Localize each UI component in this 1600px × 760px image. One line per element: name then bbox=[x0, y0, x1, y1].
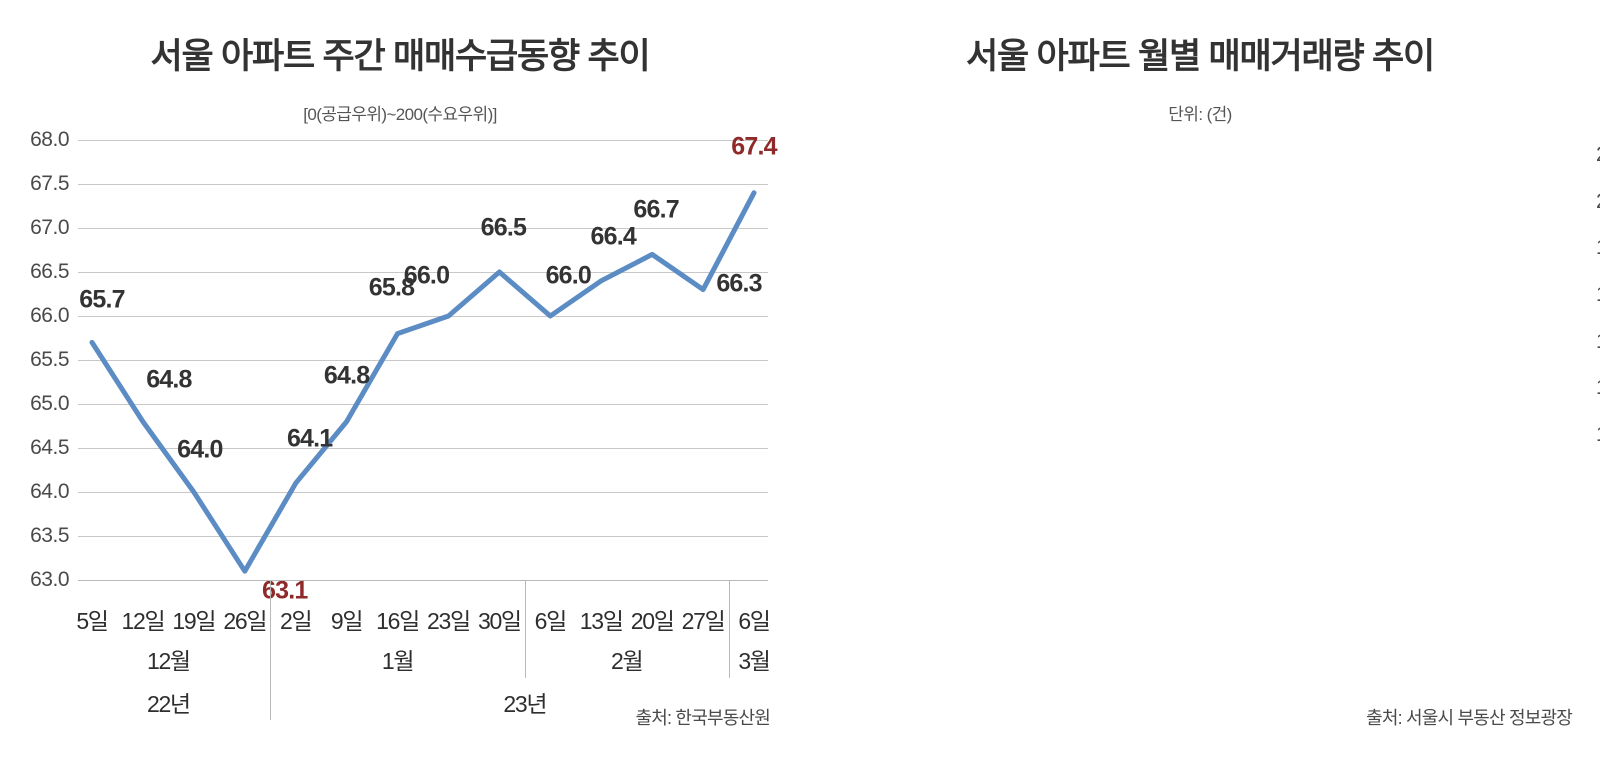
y-axis-tick-label: 64.5 bbox=[30, 436, 69, 459]
gridline bbox=[78, 272, 768, 273]
x-axis-tick-label: 26일 bbox=[223, 608, 267, 634]
y-axis-tick-label: 1,900 bbox=[1596, 236, 1600, 260]
x-axis-tick-label: 9일 bbox=[330, 608, 364, 634]
gridline bbox=[78, 448, 768, 449]
data-label-highlight: 63.1 bbox=[262, 576, 308, 605]
x-axis-year-label: 22년 bbox=[146, 691, 191, 717]
x-axis-weekly: 5일 12일 19일 26일 2일 9일 16일 23일 30일 6일 13일 20일 27일 6일 12월… bbox=[76, 580, 771, 730]
y-axis-tick-label: 67.5 bbox=[30, 172, 69, 195]
x-axis-month-label: 1월 bbox=[381, 648, 415, 674]
data-label: 66.4 bbox=[590, 222, 636, 251]
chart-subtitle-left: [0(공급우위)~200(수요우위)] bbox=[303, 105, 497, 124]
line-series-weekly bbox=[89, 190, 757, 574]
x-axis-tick-label: 23일 bbox=[427, 608, 471, 634]
y-axis-tick-label: 66.5 bbox=[30, 260, 69, 283]
gridline bbox=[78, 492, 768, 493]
x-axis-tick-label: 13일 bbox=[579, 608, 624, 634]
x-axis-tick-label: 6일 bbox=[738, 608, 771, 634]
gridline bbox=[78, 360, 768, 361]
y-axis-tick-label: 2,300 bbox=[1596, 143, 1600, 167]
chart-subtitle-right: 단위: (건) bbox=[1168, 105, 1232, 124]
data-label: 66.0 bbox=[545, 261, 592, 290]
x-axis-month-label: 2월 bbox=[611, 648, 644, 674]
y-axis-tick-label: 1,100 bbox=[1596, 423, 1600, 447]
gridline bbox=[78, 404, 768, 405]
x-axis-tick-label: 2일 bbox=[280, 608, 313, 634]
data-label: 64.8 bbox=[146, 365, 192, 394]
data-label: 64.0 bbox=[177, 435, 223, 464]
axis-line bbox=[78, 580, 768, 581]
x-axis-tick-label: 5일 bbox=[76, 608, 109, 634]
data-label-highlight: 67.4 bbox=[731, 132, 777, 161]
gridline bbox=[78, 536, 768, 537]
data-label: 64.8 bbox=[323, 361, 370, 390]
data-label: 66.5 bbox=[480, 213, 527, 242]
y-axis-tick-label: 1,700 bbox=[1596, 283, 1600, 307]
y-axis-tick-label: 2,100 bbox=[1596, 190, 1600, 214]
data-label: 66.7 bbox=[633, 195, 679, 224]
x-axis-month-label: 12월 bbox=[146, 648, 191, 674]
data-label: 65.7 bbox=[79, 285, 125, 314]
source-note-left: 출처: 한국부동산원 bbox=[635, 708, 771, 728]
plot-area-weekly: 68.0 67.5 67.0 66.5 66.0 65.5 65.0 64.5 64.0 63.5… bbox=[30, 128, 777, 605]
y-axis-tick-label: 68.0 bbox=[30, 128, 69, 151]
x-axis-year-divider bbox=[270, 580, 272, 720]
y-axis-tick-label: 67.0 bbox=[30, 216, 69, 239]
x-axis-tick-label: 6일 bbox=[534, 608, 568, 634]
y-axis-tick-label: 1,500 bbox=[1596, 330, 1600, 354]
y-axis-tick-label: 65.5 bbox=[30, 348, 69, 371]
x-axis-month-label: 3월 bbox=[738, 648, 771, 674]
gridline bbox=[78, 140, 768, 141]
page-title-left: 서울 아파트 주간 매매수급동향 추이 bbox=[150, 37, 650, 76]
gridline bbox=[78, 316, 768, 317]
y-axis-tick-label: 63.5 bbox=[30, 524, 69, 547]
data-label: 65.8 bbox=[368, 273, 415, 302]
x-axis-tick-label: 16일 bbox=[376, 608, 420, 634]
gridline bbox=[78, 184, 768, 185]
x-axis-tick-label: 19일 bbox=[172, 608, 216, 634]
x-axis-group-divider bbox=[728, 580, 730, 678]
data-label: 64.1 bbox=[286, 424, 333, 453]
chart-panel-monthly: 서울 아파트 월별 매매거래량 추이 단위: (건) 2,300 2,100 1,9… bbox=[800, 0, 1600, 760]
page-title-right: 서울 아파트 월별 매매거래량 추이 bbox=[965, 37, 1435, 76]
chart-panel-weekly: 서울 아파트 주간 매매수급동향 추이 [0(공급우위)~200(수요우위)] … bbox=[30, 37, 777, 730]
x-axis-tick-label: 30일 bbox=[477, 608, 522, 634]
series-line bbox=[89, 190, 757, 574]
y-axis-tick-label: 65.0 bbox=[30, 392, 69, 415]
data-label: 66.3 bbox=[716, 269, 762, 298]
x-axis-year-label: 23년 bbox=[503, 691, 547, 717]
x-axis-group-divider bbox=[524, 580, 526, 678]
data-label: 66.0 bbox=[403, 261, 450, 290]
source-note-right: 출처: 서울시 부동산 정보광장 bbox=[1366, 708, 1573, 728]
y-axis-tick-label: 1,300 bbox=[1596, 376, 1600, 400]
y-axis-tick-label: 63.0 bbox=[30, 568, 69, 591]
y-axis-tick-label: 64.0 bbox=[30, 480, 69, 503]
y-axis-tick-label: 66.0 bbox=[30, 304, 69, 327]
x-axis-tick-label: 27일 bbox=[681, 608, 726, 634]
gridline bbox=[78, 228, 768, 229]
x-axis-tick-label: 20일 bbox=[630, 608, 675, 634]
x-axis-tick-label: 12일 bbox=[121, 608, 166, 634]
